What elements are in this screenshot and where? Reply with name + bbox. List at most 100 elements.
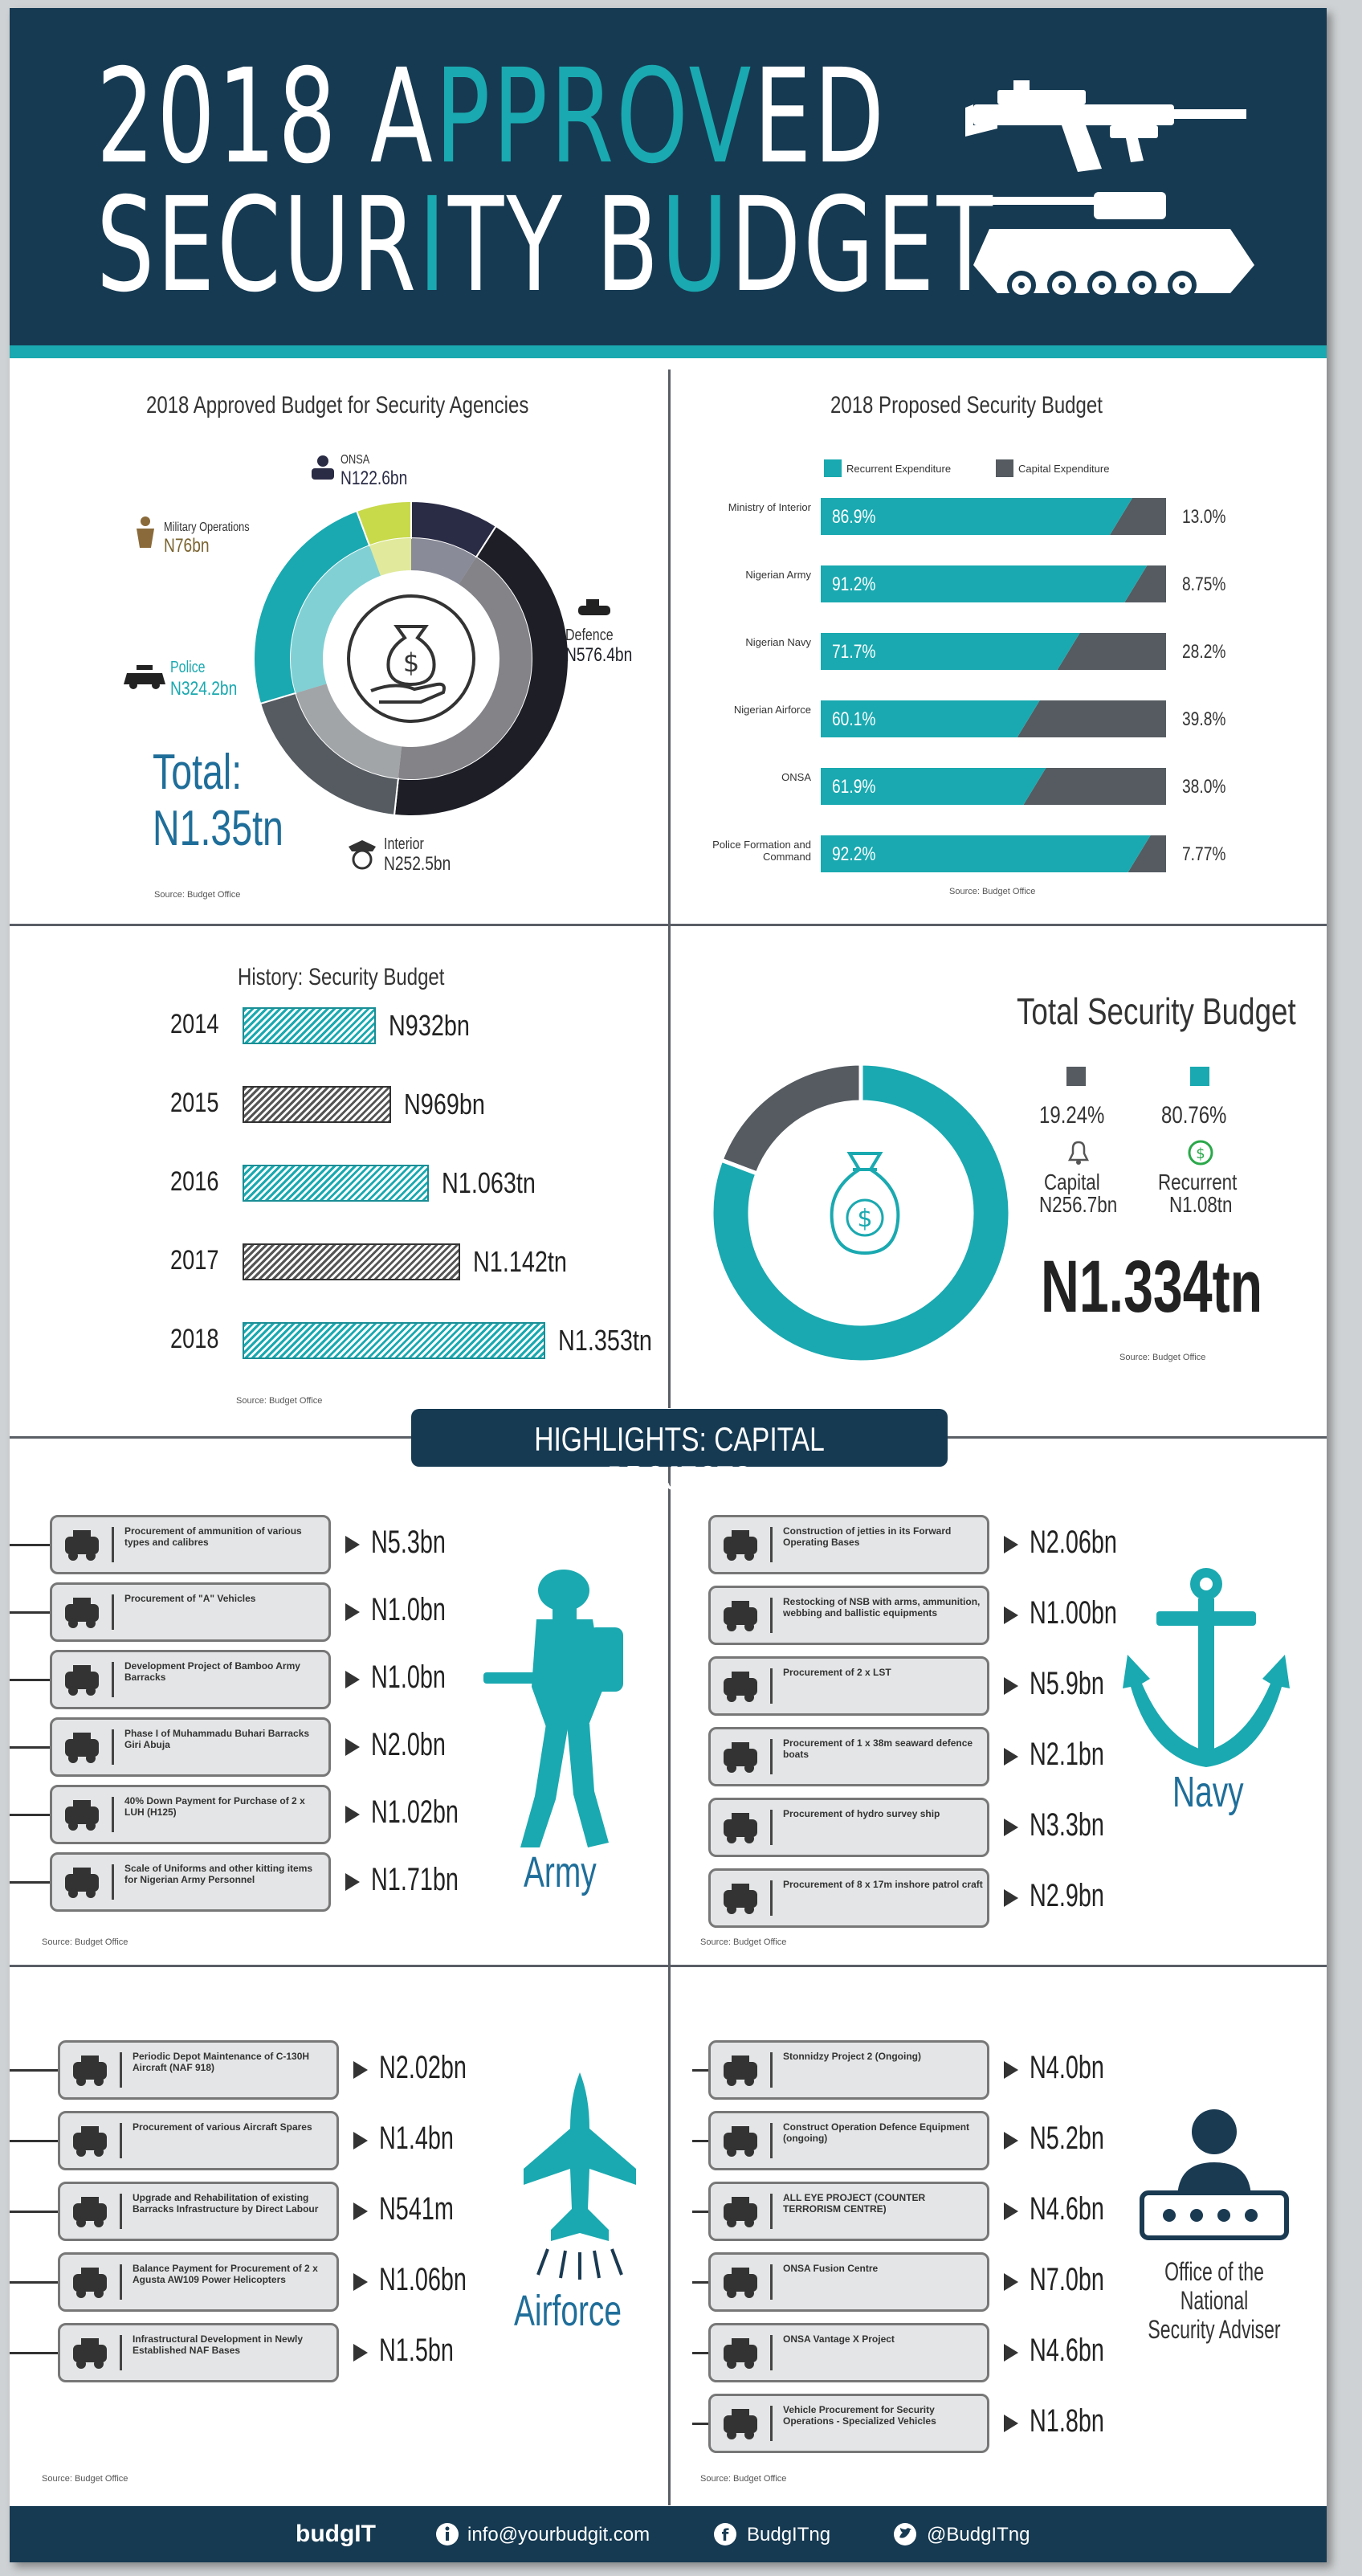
proposed-row-bar: 86.9% (821, 498, 1166, 535)
proposed-recurrent-segment (821, 700, 1040, 737)
project-arrow (353, 2344, 368, 2362)
project-arrow (1004, 1536, 1018, 1553)
proposed-capital-value: 8.75% (1182, 574, 1226, 595)
police-car-icon (124, 665, 165, 689)
footer-twitter[interactable]: @BudgITng (927, 2524, 1030, 2545)
officer-cap-icon (349, 840, 376, 870)
proposed-row-bar: 61.9% (821, 768, 1166, 805)
project-text: Procurement of ammunition of various typ… (124, 1525, 302, 1548)
project-text: Upgrade and Rehabilitation of existing B… (133, 2192, 319, 2215)
project-separator (120, 2264, 122, 2300)
proposed-recurrent-segment (821, 565, 1147, 602)
project-item: Procurement of 1 x 38m seaward defence b… (708, 1727, 989, 1786)
onsa-agent-icon (312, 455, 334, 480)
project-amount: N2.1bn (1030, 1737, 1104, 1772)
project-icon (73, 2268, 107, 2298)
project-separator (120, 2194, 122, 2229)
proposed-capital-value: 38.0% (1182, 776, 1226, 798)
project-text: Balance Payment for Procurement of 2 x A… (133, 2263, 318, 2285)
project-amount: N3.3bn (1030, 1807, 1104, 1843)
project-item: Procurement of "A" Vehicles (50, 1582, 331, 1642)
project-icon (73, 2197, 107, 2227)
project-text: Phase I of Muhammadu Buhari Barracks Gir… (124, 1728, 310, 1750)
project-amount: N7.0bn (1030, 2262, 1104, 2297)
project-icon (65, 1665, 99, 1696)
proposed-capital-value: 13.0% (1182, 506, 1226, 528)
proposed-capital-segment (1017, 700, 1166, 737)
divider-vertical-hl2 (668, 1967, 671, 2505)
project-amount: N4.6bn (1030, 2333, 1104, 2368)
history-title: History: Security Budget (238, 964, 445, 990)
project-item: Construction of jetties in its Forward O… (708, 1515, 989, 1574)
project-separator (770, 1527, 773, 1562)
project-connector (10, 1746, 50, 1749)
airforce-source: Source: Budget Office (42, 2474, 128, 2484)
project-text: 40% Down Payment for Purchase of 2 x LUH… (124, 1795, 305, 1818)
project-text: ONSA Fusion Centre (783, 2263, 879, 2274)
project-text: Development Project of Bamboo Army Barra… (124, 1660, 300, 1683)
history-bar (243, 1086, 391, 1123)
project-text: Procurement of 2 x LST (783, 1667, 891, 1678)
project-connector (10, 2140, 58, 2142)
project-text: Construct Operation Defence Equipment (o… (783, 2121, 970, 2144)
project-item: Vehicle Procurement for Security Operati… (708, 2394, 989, 2453)
project-icon (724, 2197, 757, 2227)
project-connector (692, 2140, 708, 2142)
project-separator (770, 1739, 773, 1774)
total-security-donut-chart (709, 1061, 1013, 1365)
proposed-recurrent-value: 60.1% (832, 708, 876, 730)
proposed-capital-value: 39.8% (1182, 708, 1226, 730)
soldier-icon (137, 516, 154, 548)
svg-text:$: $ (403, 647, 419, 678)
army-label: Army (524, 1848, 597, 1896)
project-separator (770, 1810, 773, 1845)
proposed-recurrent-value: 92.2% (832, 843, 876, 865)
project-icon (724, 2055, 757, 2086)
header-stripe (10, 345, 1327, 358)
project-text: ONSA Vantage X Project (783, 2333, 895, 2345)
total-capital-value: N256.7bn (1039, 1192, 1118, 1217)
money-bag-hand-icon: $ (347, 594, 475, 723)
proposed-recurrent-segment (821, 633, 1080, 670)
security-adviser-icon (1140, 2109, 1289, 2240)
agencies-total-label: Total: (153, 745, 243, 800)
total-security-amount: N1.334tn (1041, 1246, 1263, 1328)
total-capital-pct: 19.24% (1039, 1102, 1105, 1129)
project-amount: N1.8bn (1030, 2403, 1104, 2439)
agency-value-defence: N576.4bn (565, 644, 633, 666)
agency-label-military: Military Operations (164, 521, 250, 534)
project-separator (770, 2123, 773, 2158)
project-amount: N1.02bn (371, 1794, 459, 1830)
project-item: Procurement of various Aircraft Spares (58, 2111, 339, 2170)
project-item: Periodic Depot Maintenance of C-130H Air… (58, 2040, 339, 2100)
project-amount: N5.3bn (371, 1525, 446, 1560)
project-text: Procurement of various Aircraft Spares (133, 2121, 312, 2133)
footer-facebook[interactable]: BudgITng (747, 2524, 831, 2545)
project-connector (10, 2069, 58, 2072)
project-separator (112, 1864, 114, 1900)
project-arrow (1004, 2273, 1018, 2291)
project-separator (112, 1797, 114, 1832)
project-text: ALL EYE PROJECT (COUNTER TERRORISM CENTR… (783, 2192, 926, 2215)
footer-email[interactable]: info@yourbudgit.com (467, 2524, 650, 2545)
header-banner: 2018 APPROVED SECURITY BUDGET (10, 8, 1327, 358)
info-icon (436, 2523, 459, 2545)
project-arrow (1004, 2344, 1018, 2362)
navy-label: Navy (1172, 1768, 1244, 1816)
twitter-icon[interactable] (893, 2522, 917, 2546)
army-source: Source: Budget Office (42, 1937, 128, 1947)
agency-inner-slice-2 (296, 684, 402, 779)
project-separator (112, 1594, 114, 1630)
navy-source: Source: Budget Office (700, 1937, 787, 1947)
project-connector (692, 2211, 708, 2213)
project-connector (10, 2352, 58, 2354)
project-amount: N2.9bn (1030, 1878, 1104, 1913)
project-item: Stonnidzy Project 2 (Ongoing) (708, 2040, 989, 2100)
recurring-money-icon: $ (1188, 1140, 1213, 1166)
project-text: Construction of jetties in its Forward O… (783, 1525, 952, 1548)
project-connector (10, 1679, 50, 1681)
project-icon (724, 2409, 757, 2439)
facebook-icon[interactable]: f (713, 2522, 737, 2546)
svg-text:$: $ (857, 1205, 872, 1233)
history-year-label: 2018 (170, 1324, 219, 1354)
